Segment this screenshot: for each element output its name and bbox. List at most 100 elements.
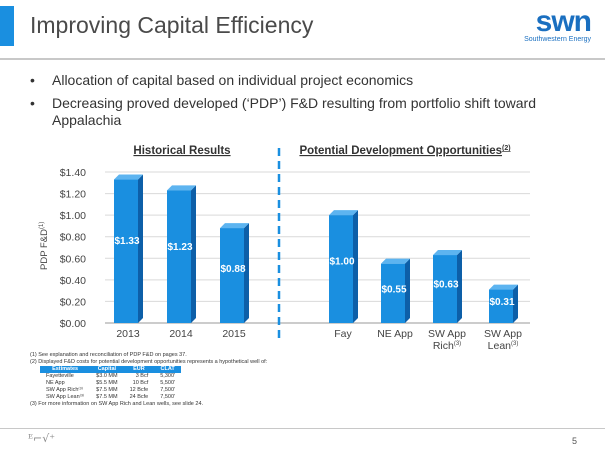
x-tick-label: Fay bbox=[334, 328, 352, 340]
x-tick-label: NE App bbox=[377, 328, 413, 340]
bullet-item: Allocation of capital based on individua… bbox=[30, 72, 590, 89]
table-cell: SW App Lean⁽³⁾ bbox=[46, 394, 85, 400]
bar-side bbox=[405, 258, 410, 323]
bullet-list: Allocation of capital based on individua… bbox=[30, 72, 590, 135]
bar-side bbox=[138, 174, 143, 323]
title-bar: Improving Capital Efficiency swn Southwe… bbox=[0, 0, 605, 58]
bar bbox=[381, 263, 405, 323]
table-cell: 7,500' bbox=[160, 387, 176, 393]
data-label: $1.33 bbox=[114, 236, 139, 247]
y-tick-label: $1.20 bbox=[60, 189, 86, 201]
y-tick-label: $0.40 bbox=[60, 275, 86, 287]
footer-divider bbox=[0, 428, 605, 429]
swn-logo: swn Southwestern Energy bbox=[524, 5, 592, 44]
bullet-item: Decreasing proved developed (‘PDP’) F&D … bbox=[30, 95, 590, 129]
table-header-cell: Estimates bbox=[40, 366, 91, 373]
bar-side bbox=[353, 210, 358, 323]
bar bbox=[433, 255, 457, 323]
table-cell: 5,300' bbox=[160, 373, 176, 379]
table-cell: SW App Rich⁽³⁾ bbox=[46, 387, 83, 393]
table-header-cell: EUR bbox=[123, 366, 155, 373]
table-cell: NE App bbox=[46, 380, 65, 386]
bar-top bbox=[433, 250, 462, 256]
table-row: SW App Rich⁽³⁾ $7.5 MM 12 Bcfe 7,500' bbox=[40, 387, 181, 394]
table-header-cell: Capital bbox=[90, 366, 124, 373]
y-tick-label: $0.80 bbox=[60, 232, 86, 244]
footnotes: (1) See explanation and reconciliation o… bbox=[30, 352, 330, 408]
table-header-row: Estimates Capital EUR CLAT bbox=[40, 366, 182, 373]
x-tick-label: 2014 bbox=[169, 328, 193, 340]
bar-top bbox=[220, 223, 249, 229]
x-tick-label: Rich(3) bbox=[433, 340, 461, 352]
bar-top bbox=[329, 210, 358, 216]
x-tick-label: 2013 bbox=[116, 328, 140, 340]
table-cell: 10 Bcf bbox=[132, 380, 149, 386]
page-number: 5 bbox=[571, 436, 577, 446]
bar bbox=[167, 190, 191, 323]
bar-side bbox=[191, 185, 196, 323]
bar bbox=[114, 179, 138, 323]
table-cell: $3.0 MM bbox=[96, 373, 118, 379]
y-tick-labels: $0.00 $0.20 $0.40 $0.60 $0.80 $1.00 $1.20 $1.40… bbox=[39, 167, 86, 330]
table-cell: $5.5 MM bbox=[96, 380, 118, 386]
y-tick-label: $0.60 bbox=[60, 253, 86, 265]
bar-side bbox=[457, 250, 462, 323]
bar-side bbox=[513, 284, 518, 323]
data-label: $1.00 bbox=[329, 256, 354, 267]
bar-top bbox=[381, 258, 410, 264]
bar-top bbox=[114, 174, 143, 180]
bar bbox=[220, 228, 244, 323]
bar-top bbox=[167, 185, 196, 191]
y-axis-label: PDP F&D(1) bbox=[39, 222, 50, 270]
bar-side bbox=[244, 223, 249, 323]
logo-main-text: swn bbox=[535, 5, 592, 38]
table-cell: Fayetteville bbox=[46, 373, 74, 379]
table-row: NE App $5.5 MM 10 Bcf 5,500' bbox=[40, 380, 181, 387]
x-tick-label: Lean(3) bbox=[488, 340, 519, 352]
y-tick-label: $1.00 bbox=[60, 210, 86, 222]
x-tick-label: 2015 bbox=[222, 328, 246, 340]
x-tick-label-sup: (3) bbox=[454, 341, 461, 347]
group-title-potential: Potential Development Opportunities(2) bbox=[299, 145, 510, 157]
footnote-3: (3) For more information on SW App Rich … bbox=[30, 401, 204, 407]
data-label: $0.88 bbox=[220, 264, 245, 275]
table-row: SW App Lean⁽³⁾ $7.5 MM 24 Bcfe 7,500' bbox=[40, 394, 181, 401]
x-tick-label-sup: (3) bbox=[511, 341, 518, 347]
table-row: Fayetteville $3.0 MM 3 Bcf 5,300' bbox=[40, 373, 181, 380]
title-accent bbox=[0, 6, 14, 46]
bar-top bbox=[489, 284, 518, 290]
group-title-historical: Historical Results bbox=[133, 145, 230, 157]
footer-logo: ᴱ⌐√⁺ bbox=[28, 432, 56, 445]
y-axis-label-sup: (1) bbox=[39, 222, 45, 229]
x-tick-label: SW App bbox=[484, 328, 522, 340]
table-cell: $7.5 MM bbox=[96, 387, 118, 393]
x-tick-label: SW App bbox=[428, 328, 466, 340]
footnote-2: (2) Displayed F&D costs for potential de… bbox=[30, 359, 268, 365]
table-body: Fayetteville $3.0 MM 3 Bcf 5,300' NE App $5.5… bbox=[40, 373, 181, 401]
data-label: $0.55 bbox=[381, 285, 406, 296]
bar bbox=[489, 289, 513, 323]
footnote-1: (1) See explanation and reconciliation o… bbox=[30, 352, 187, 358]
bar bbox=[329, 215, 353, 323]
data-label: $1.23 bbox=[167, 242, 192, 253]
data-label: $0.63 bbox=[433, 280, 458, 291]
table-cell: 7,500' bbox=[160, 394, 176, 400]
header-divider bbox=[0, 58, 605, 60]
table-header-cell: CLAT bbox=[154, 366, 182, 373]
chart-bars bbox=[114, 174, 518, 323]
table-cell: 24 Bcfe bbox=[129, 394, 149, 400]
logo-sub-text: Southwestern Energy bbox=[524, 36, 591, 43]
table-cell: 3 Bcf bbox=[135, 373, 149, 379]
bar-chart: $0.00 $0.20 $0.40 $0.60 $0.80 $1.00 $1.20 $1.40… bbox=[39, 145, 530, 352]
table-cell: 5,500' bbox=[160, 380, 176, 386]
group-title-sup: (2) bbox=[502, 145, 511, 152]
y-tick-label: $1.40 bbox=[60, 167, 86, 179]
group-titles: Historical Results Potential Development … bbox=[133, 145, 510, 157]
data-labels: $1.33 $1.23 $0.88 $1.00 $0.55 $0.63 $0.31 bbox=[114, 236, 514, 308]
y-tick-label: $0.00 bbox=[60, 318, 86, 330]
table-cell: $7.5 MM bbox=[96, 394, 118, 400]
data-label: $0.31 bbox=[489, 297, 514, 308]
table-cell: 12 Bcfe bbox=[129, 387, 149, 393]
estimates-table: Estimates Capital EUR CLAT Fayetteville $3.0… bbox=[40, 366, 182, 401]
